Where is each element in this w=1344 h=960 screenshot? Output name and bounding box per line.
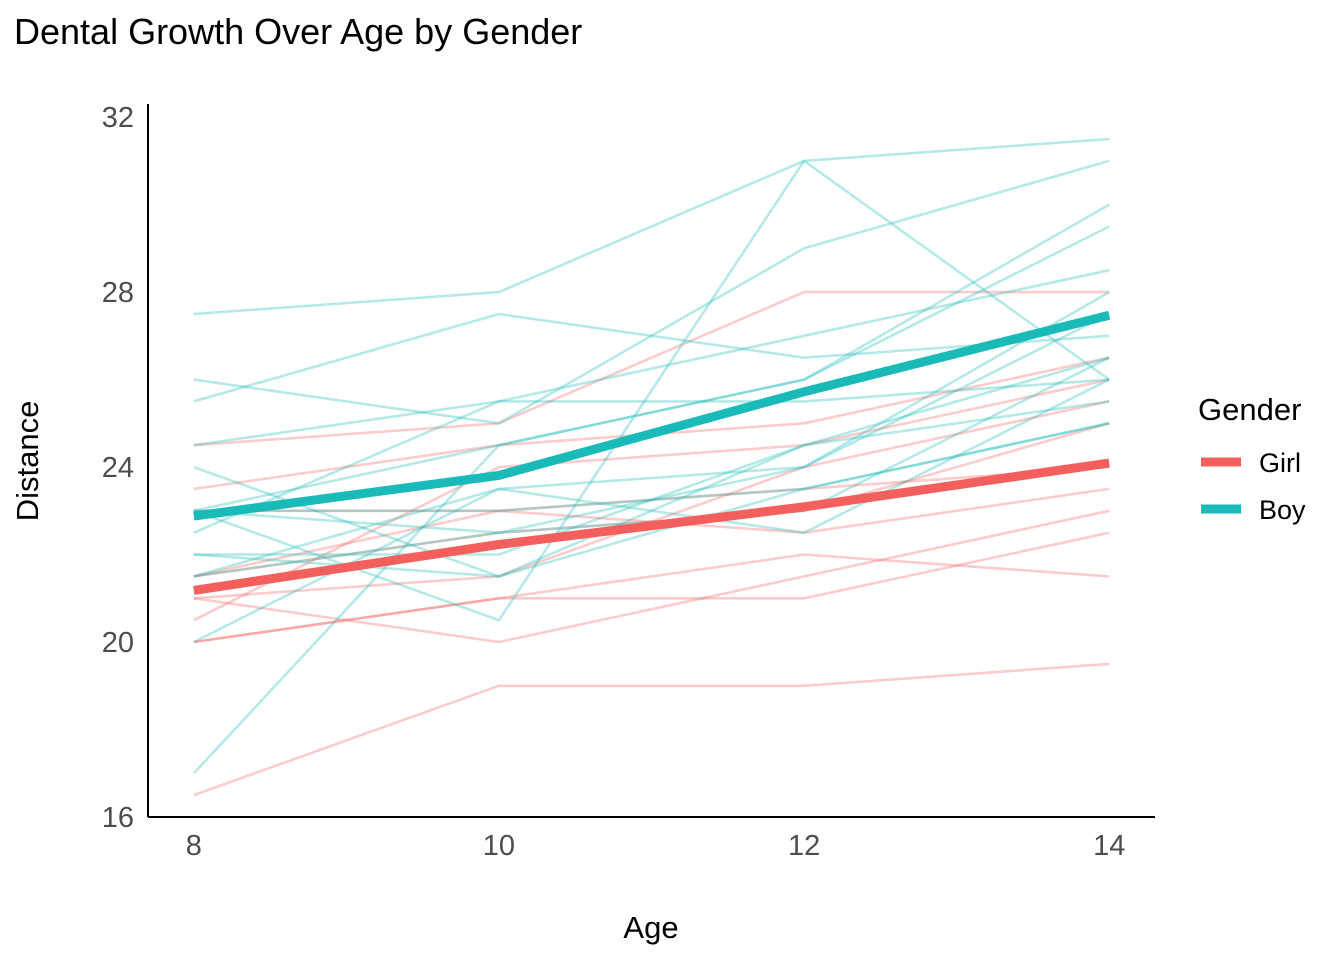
girl-individual-line-6 xyxy=(193,531,1110,644)
girl-individual-line-9 xyxy=(193,553,1110,644)
girl-individual-line-4 xyxy=(193,356,1110,491)
x-tick-label: 10 xyxy=(483,830,515,862)
x-tick-label: 8 xyxy=(186,830,202,862)
y-tick-label: 24 xyxy=(102,452,134,484)
boy-individual-line-15 xyxy=(193,203,1110,513)
x-axis-ticks: 8 10 12 14 xyxy=(186,830,1126,862)
legend-label-boy: Boy xyxy=(1259,495,1306,525)
boy-individual-line-6 xyxy=(193,268,1110,447)
girl-individual-line-1 xyxy=(193,509,1110,644)
girl-individual-line-11 xyxy=(193,290,1110,447)
boy-individual-line-12 xyxy=(193,290,1110,578)
x-tick-label: 14 xyxy=(1093,830,1125,862)
x-tick-label: 12 xyxy=(788,830,820,862)
legend-title: Gender xyxy=(1198,392,1301,427)
boy-individual-line-7 xyxy=(193,356,1110,556)
boy-individual-line-13 xyxy=(192,225,1110,775)
boy-individual-line-8 xyxy=(193,400,1110,578)
y-tick-label: 28 xyxy=(102,277,134,309)
individual-lines xyxy=(192,137,1110,797)
y-axis-title: Distance xyxy=(10,401,45,522)
y-tick-label: 16 xyxy=(102,802,134,834)
girl-individual-line-3 xyxy=(193,378,1110,622)
y-axis-ticks: 16 20 24 28 32 xyxy=(102,102,134,834)
boy-individual-line-1 xyxy=(193,159,1110,425)
y-tick-label: 20 xyxy=(102,627,134,659)
girl-individual-line-10 xyxy=(193,662,1110,797)
legend-label-girl: Girl xyxy=(1259,448,1301,478)
boy-individual-line-10 xyxy=(193,137,1110,316)
boy-individual-line-4 xyxy=(193,312,1110,403)
chart-title: Dental Growth Over Age by Gender xyxy=(14,11,582,52)
x-axis-title: Age xyxy=(623,910,678,945)
y-tick-label: 32 xyxy=(102,102,134,134)
mean-line-girl xyxy=(193,458,1110,595)
girl-individual-line-8 xyxy=(193,465,1110,513)
boy-individual-line-11 xyxy=(193,422,1110,513)
mean-line-boy xyxy=(193,310,1111,521)
boy-individual-line-3 xyxy=(193,312,1110,535)
mean-lines xyxy=(193,310,1111,595)
legend: Gender Girl Boy xyxy=(1198,392,1306,525)
boy-individual-line-14 xyxy=(193,378,1110,534)
